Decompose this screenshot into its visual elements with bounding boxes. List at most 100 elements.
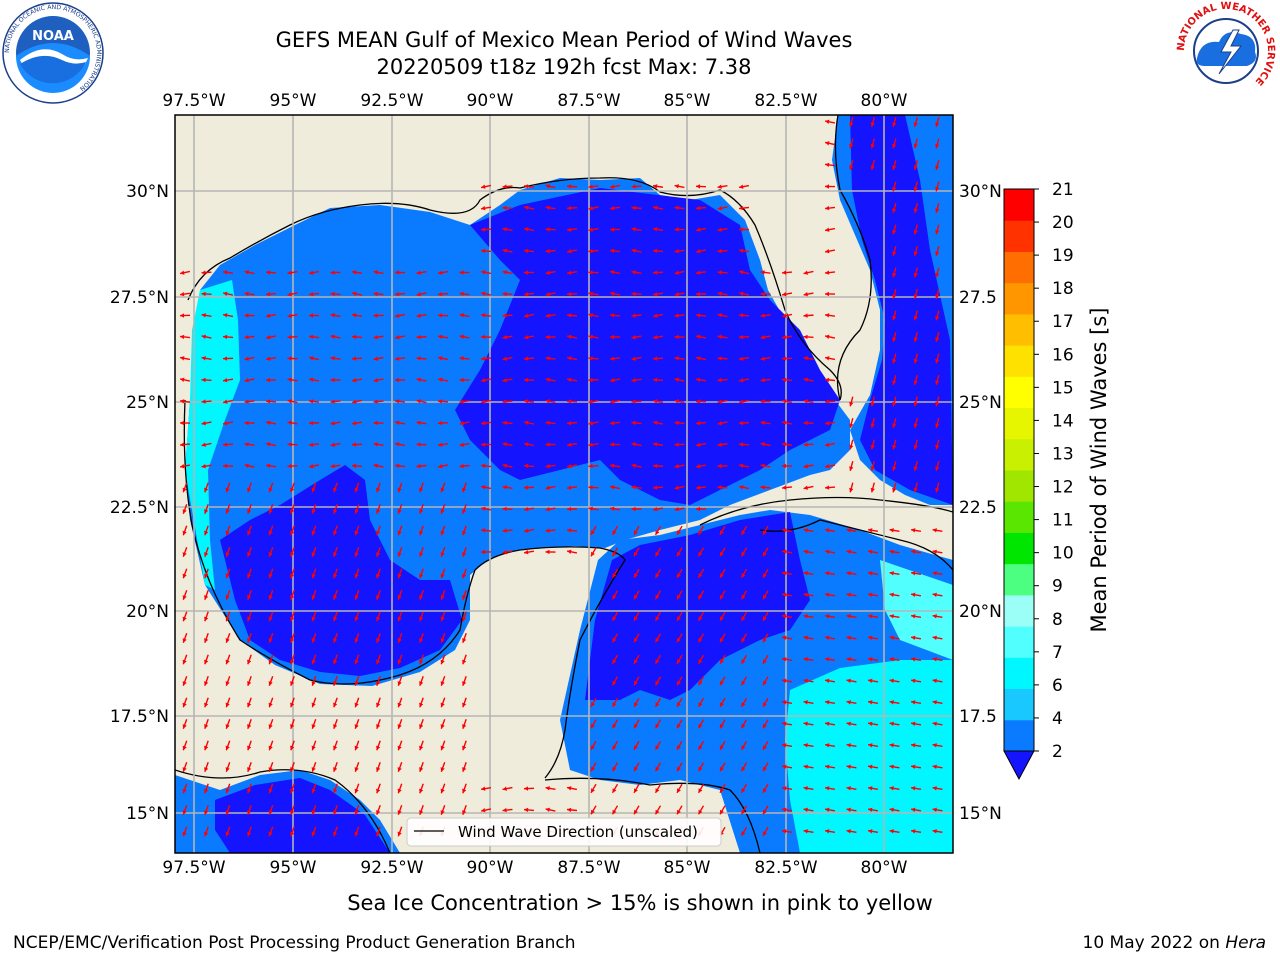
vector-head	[481, 313, 486, 318]
vector-head	[182, 595, 187, 600]
vector-head	[481, 270, 486, 275]
vector-head	[892, 143, 897, 149]
vector-head	[782, 614, 787, 619]
vector-head	[397, 810, 402, 815]
vector-head	[889, 807, 894, 812]
vector-head	[889, 657, 894, 662]
vector-head	[935, 315, 940, 321]
vector-head	[225, 745, 230, 751]
vector-head	[720, 530, 724, 535]
vector-head	[395, 313, 400, 318]
vector-head	[892, 466, 897, 471]
vector-head	[354, 810, 359, 815]
vector-head	[739, 270, 744, 275]
vector-head	[913, 380, 918, 385]
vector-head	[462, 530, 467, 536]
colorbar-tick: 12	[1052, 478, 1074, 498]
vector-head	[932, 528, 937, 533]
vector-head	[932, 657, 937, 662]
vector-head	[502, 506, 507, 512]
vector-head	[739, 399, 744, 404]
vector-head	[354, 681, 359, 686]
vector-head	[225, 659, 230, 665]
vector-head	[545, 377, 550, 382]
vector-head	[911, 700, 916, 705]
vector-head	[440, 724, 445, 729]
vector-head	[524, 420, 529, 425]
vector-head	[311, 509, 316, 514]
vector-head	[481, 356, 486, 361]
vector-head	[849, 165, 854, 170]
vector-head	[419, 573, 424, 579]
vector-head	[674, 227, 679, 232]
vector-head	[696, 399, 701, 404]
vector-head	[376, 681, 381, 686]
lon-tick: 97.5°W	[162, 91, 225, 111]
vector-head	[653, 248, 658, 254]
vector-head	[268, 702, 273, 708]
vector-head	[180, 420, 185, 426]
vector-head	[268, 638, 273, 643]
vector-head	[849, 122, 854, 127]
vector-head	[419, 745, 424, 751]
vector-head	[419, 702, 424, 708]
vector-head	[440, 530, 445, 536]
vector-head	[653, 205, 658, 210]
vector-head	[502, 227, 507, 232]
atlantic-deep-field	[850, 115, 953, 505]
vector-head	[397, 702, 402, 708]
vector-head	[846, 721, 851, 726]
vector-head	[760, 377, 765, 383]
vector-head	[913, 401, 918, 407]
vector-head	[739, 227, 744, 232]
vector-head	[610, 184, 615, 189]
vector-head	[502, 550, 507, 555]
vector-head	[782, 764, 787, 769]
vector-head	[330, 421, 335, 426]
vector-head	[481, 420, 486, 426]
vector-head	[225, 681, 230, 686]
vector-head	[462, 552, 467, 557]
vector-head	[462, 573, 467, 579]
vector-head	[225, 831, 230, 837]
vector-head	[223, 291, 228, 296]
vector-head	[419, 509, 424, 514]
vector-head	[892, 272, 897, 278]
vector-head	[803, 700, 808, 705]
vector-head	[462, 509, 467, 514]
vector-head	[182, 530, 187, 536]
vector-head	[330, 356, 335, 361]
colorbar-tick: 8	[1052, 610, 1063, 630]
vector-head	[803, 721, 808, 726]
colorbar-extend	[1003, 750, 1035, 781]
vector-head	[782, 571, 787, 576]
vector-head	[803, 807, 808, 812]
vector-head	[333, 702, 338, 708]
vector-head	[760, 420, 765, 426]
vector-head	[717, 291, 722, 296]
vector-head	[803, 829, 808, 834]
vector-head	[935, 143, 940, 149]
colorbar-bin	[1004, 407, 1034, 440]
vector-head	[201, 291, 206, 297]
lon-tick: 87.5°W	[557, 91, 620, 111]
vector-head	[825, 549, 830, 554]
vector-head	[182, 552, 187, 557]
vector-head	[524, 399, 529, 404]
vector-head	[376, 702, 381, 708]
vector-head	[653, 377, 658, 383]
vector-head	[462, 745, 467, 751]
vector-head	[760, 291, 765, 297]
vector-head	[653, 227, 658, 232]
vector-head	[825, 614, 830, 619]
vector-head	[825, 313, 830, 318]
vector-head	[545, 334, 550, 340]
vector-head	[204, 638, 209, 643]
lon-tick: 95°W	[270, 858, 317, 878]
vector-head	[524, 485, 529, 490]
vector-head	[352, 463, 357, 469]
vector-head	[674, 420, 679, 426]
vector-head	[741, 659, 746, 664]
vector-head	[376, 616, 381, 622]
vector-head	[655, 680, 660, 686]
